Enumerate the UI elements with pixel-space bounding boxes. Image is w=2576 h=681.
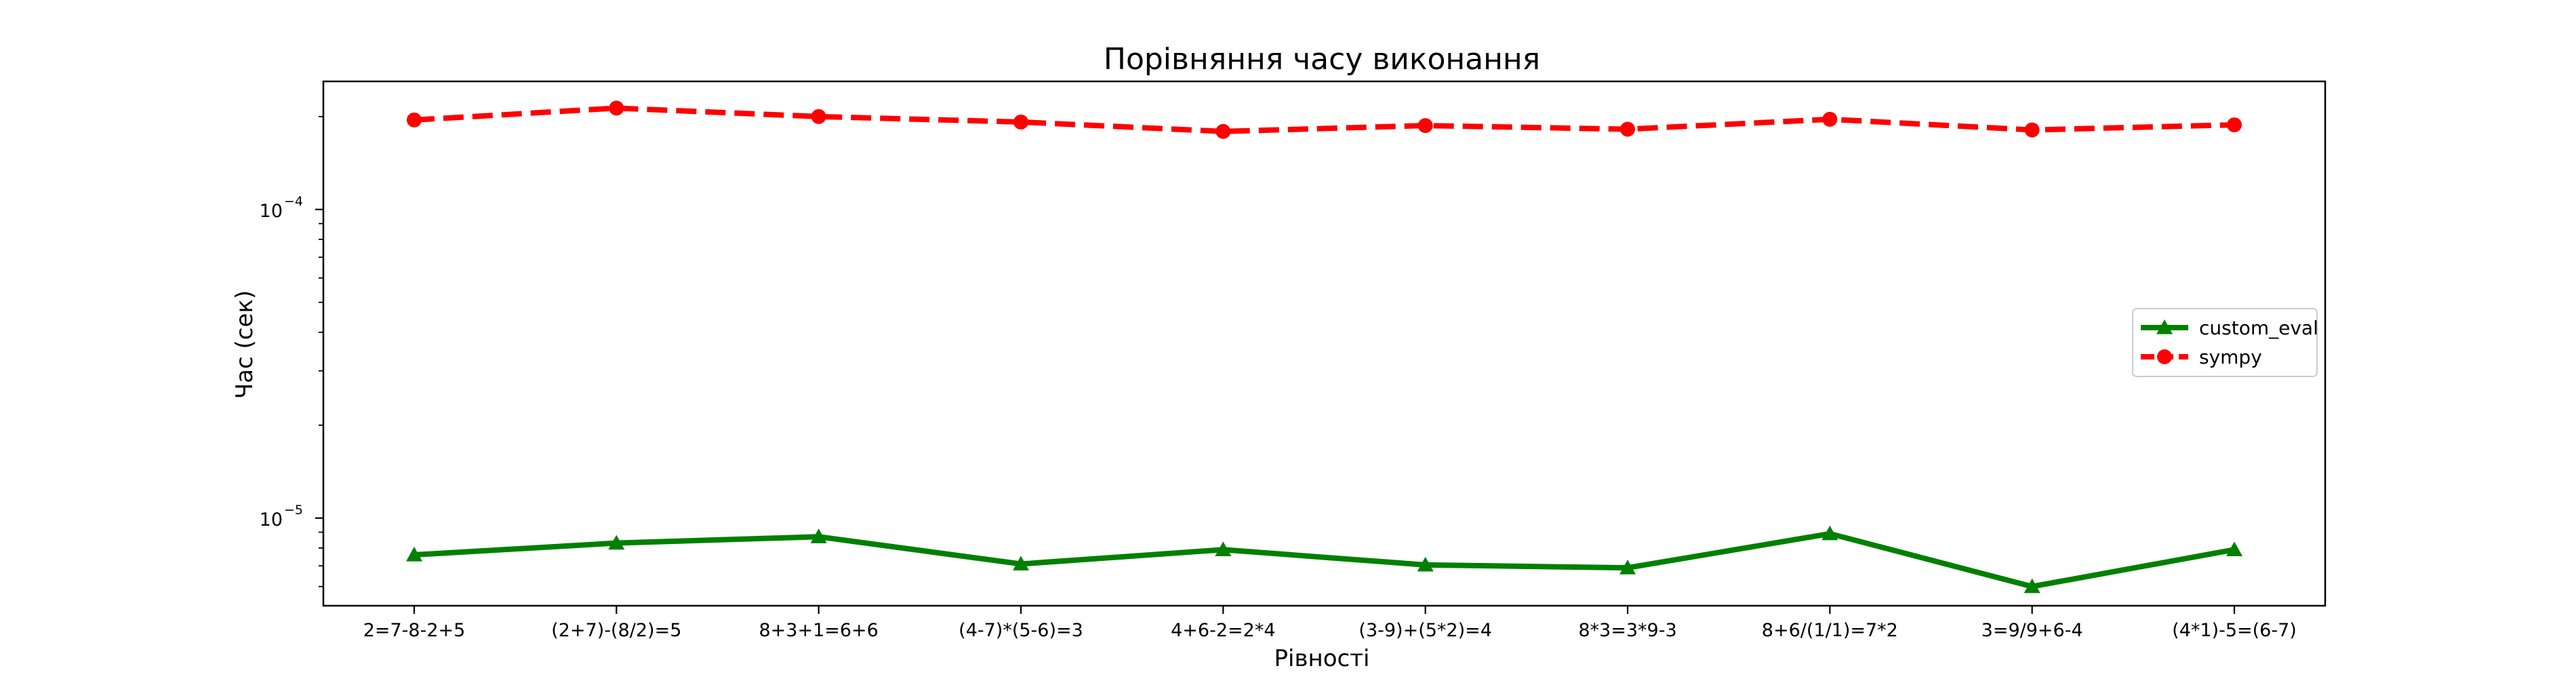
- x-tick-label: (3-9)+(5*2)=4: [1359, 620, 1492, 641]
- y-tick-label: 10: [260, 201, 283, 222]
- data-point-custom_eval: [1619, 560, 1636, 575]
- data-point-sympy: [2024, 122, 2040, 138]
- y-axis-label: Час (сек): [231, 290, 258, 399]
- plot-area: 10 −510 −42=7-8-2+5 (2+7)-(8/2)=5 8+3+1=6+6(…: [260, 80, 2327, 641]
- data-point-sympy: [2227, 117, 2242, 133]
- y-tick-label: 10: [260, 509, 283, 530]
- legend-label-custom_eval: custom_eval: [2199, 317, 2318, 339]
- series-line-custom_eval: [414, 530, 2235, 589]
- data-point-custom_eval: [2226, 541, 2242, 556]
- series-line-sympy: [414, 105, 2235, 134]
- data-point-sympy: [811, 109, 826, 124]
- x-tick-label: 4+6-2=2*4: [1171, 620, 1275, 641]
- data-point-sympy: [1620, 121, 1635, 137]
- x-tick-label: 8+3+1=6+6: [759, 620, 878, 641]
- x-tick-label: 2=7-8-2+5: [363, 620, 466, 641]
- y-tick-exponent: −4: [284, 194, 303, 209]
- chart-title: Порівняння часу виконання: [1104, 42, 1540, 77]
- plot-frame: [322, 80, 2327, 607]
- legend-label-sympy: sympy: [2199, 346, 2262, 368]
- x-tick-label: (4-7)*(5-6)=3: [959, 620, 1083, 641]
- x-tick-label: 3=9/9+6-4: [1981, 620, 2083, 641]
- data-point-custom_eval: [1013, 556, 1029, 571]
- data-point-custom_eval: [608, 534, 625, 550]
- data-point-custom_eval: [406, 547, 422, 562]
- data-point-sympy: [609, 100, 624, 116]
- data-point-custom_eval: [1822, 525, 1838, 541]
- legend-marker-custom_eval: [2156, 319, 2173, 334]
- data-point-sympy: [1417, 118, 1433, 134]
- legend-marker-sympy: [2157, 349, 2172, 364]
- data-point-sympy: [1822, 111, 1838, 127]
- data-point-custom_eval: [1215, 541, 1232, 556]
- data-point-custom_eval: [2024, 578, 2040, 594]
- data-point-custom_eval: [1417, 556, 1434, 572]
- x-tick-label: (4*1)-5=(6-7): [2172, 620, 2297, 641]
- data-point-sympy: [1013, 114, 1028, 130]
- data-point-sympy: [407, 112, 422, 128]
- data-point-custom_eval: [810, 528, 827, 543]
- x-tick-label: (2+7)-(8/2)=5: [551, 620, 681, 641]
- x-tick-label: 8+6/(1/1)=7*2: [1762, 620, 1898, 641]
- x-tick-label: 8*3=3*9-3: [1578, 620, 1676, 641]
- y-tick-exponent: −5: [284, 503, 303, 518]
- x-axis-label: Рівності: [1274, 645, 1370, 672]
- data-point-sympy: [1215, 123, 1231, 139]
